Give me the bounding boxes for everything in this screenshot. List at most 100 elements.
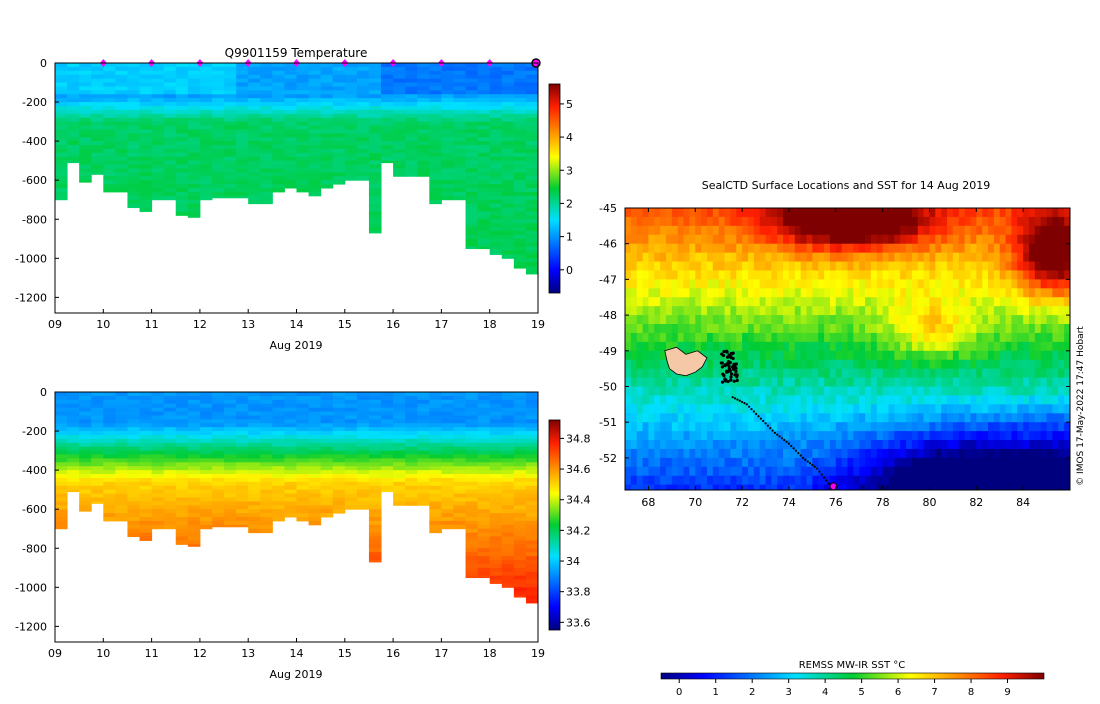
sst-cell — [648, 458, 654, 467]
section-cell — [188, 90, 201, 94]
sst-cell — [760, 449, 766, 458]
section-cell — [321, 478, 334, 482]
section-cell — [284, 71, 297, 75]
section-cell — [248, 427, 261, 431]
section-cell — [514, 396, 527, 400]
section-cell — [260, 423, 273, 427]
section-cell — [441, 106, 454, 110]
section-cell — [333, 149, 346, 153]
section-cell — [490, 400, 503, 404]
sst-cell — [818, 288, 824, 297]
section-cell — [309, 188, 322, 192]
sst-cell — [941, 333, 947, 342]
section-cell — [272, 83, 285, 87]
sst-cell — [812, 422, 818, 431]
section-cell — [478, 153, 491, 157]
section-cell — [55, 141, 68, 145]
sst-cell — [912, 217, 918, 226]
section-cell — [103, 137, 116, 141]
section-cell — [272, 474, 285, 478]
sst-cell — [654, 297, 660, 306]
sst-cell — [771, 244, 777, 253]
section-cell — [79, 106, 92, 110]
sst-cell — [918, 288, 924, 297]
sst-cell — [783, 449, 789, 458]
section-cell — [176, 184, 189, 188]
sst-cell — [894, 449, 900, 458]
section-cell — [490, 200, 503, 204]
sst-cell — [789, 262, 795, 271]
section-cell — [127, 71, 140, 75]
sst-cell — [824, 253, 830, 262]
section-cell — [321, 497, 334, 501]
section-cell — [200, 478, 213, 482]
section-cell — [345, 165, 358, 169]
section-cell — [91, 141, 104, 145]
section-cell — [127, 435, 140, 439]
section-cell — [478, 204, 491, 208]
section-cell — [140, 533, 153, 537]
section-cell — [417, 466, 430, 470]
section-cell — [188, 497, 201, 501]
section-cell — [478, 412, 491, 416]
section-cell — [55, 451, 68, 455]
section-cell — [405, 455, 418, 459]
sst-cell — [900, 315, 906, 324]
section-cell — [212, 161, 225, 165]
section-cell — [478, 490, 491, 494]
section-cell — [357, 106, 370, 110]
section-cell — [502, 396, 515, 400]
sst-cell — [807, 333, 813, 342]
section-cell — [333, 176, 346, 180]
section-cell — [188, 122, 201, 126]
sst-cell — [695, 217, 701, 226]
section-cell — [176, 458, 189, 462]
sst-cell — [771, 226, 777, 235]
section-cell — [453, 462, 466, 466]
section-cell — [212, 470, 225, 474]
section-cell — [115, 118, 128, 122]
section-cell — [188, 149, 201, 153]
section-cell — [417, 90, 430, 94]
sst-cell — [836, 270, 842, 279]
sst-cell — [789, 235, 795, 244]
section-cell — [514, 580, 527, 584]
section-cell — [514, 227, 527, 231]
sst-cell — [853, 422, 859, 431]
sst-cell — [801, 253, 807, 262]
sst-cell — [848, 297, 854, 306]
sst-cell — [824, 315, 830, 324]
section-cell — [381, 439, 394, 443]
section-cell — [79, 153, 92, 157]
sst-cell — [865, 279, 871, 288]
section-cell — [381, 94, 394, 98]
sst-cell — [672, 262, 678, 271]
sst-cell — [924, 342, 930, 351]
section-cell — [188, 145, 201, 149]
sst-cell — [684, 235, 690, 244]
section-cell — [478, 192, 491, 196]
sst-cell — [812, 217, 818, 226]
section-cell — [417, 172, 430, 176]
sst-cell — [818, 458, 824, 467]
section-cell — [321, 133, 334, 137]
section-cell — [140, 86, 153, 90]
section-cell — [369, 474, 382, 478]
section-cell — [67, 110, 80, 114]
section-cell — [284, 451, 297, 455]
section-cell — [478, 408, 491, 412]
section-cell — [164, 486, 177, 490]
section-cell — [369, 71, 382, 75]
sst-cell — [865, 235, 871, 244]
section-cell — [357, 462, 370, 466]
sst-cell — [836, 422, 842, 431]
section-cell — [103, 180, 116, 184]
sst-cell — [684, 297, 690, 306]
section-cell — [79, 161, 92, 165]
sst-cell — [713, 262, 719, 271]
section-cell — [357, 482, 370, 486]
section-cell — [441, 110, 454, 114]
section-cell — [164, 462, 177, 466]
section-cell — [79, 98, 92, 102]
